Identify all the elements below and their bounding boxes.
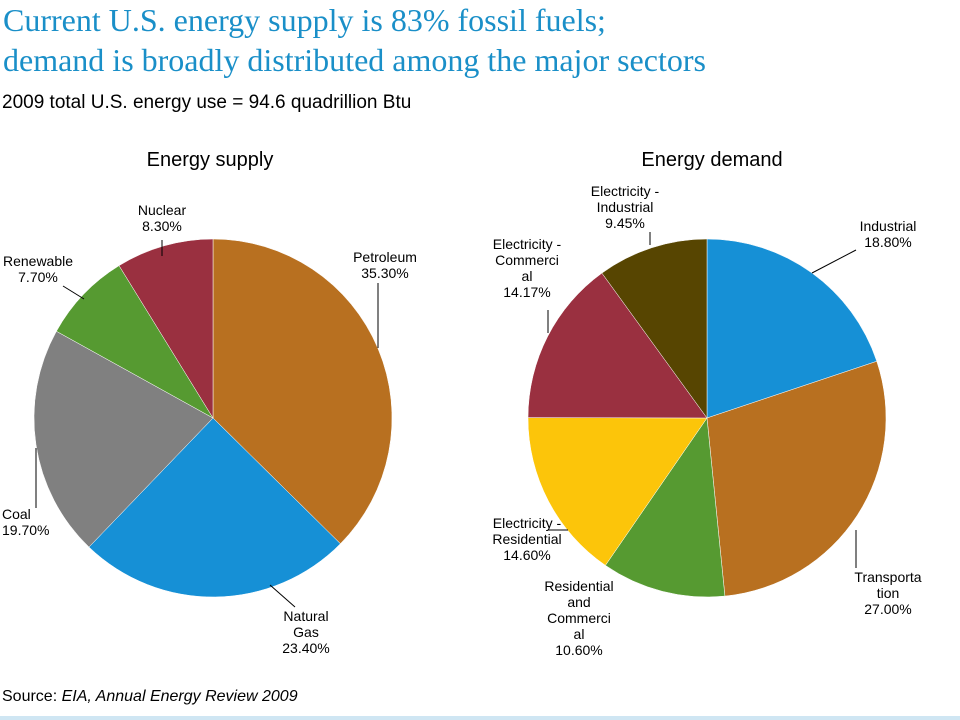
slice-label: Coal 19.70% [2, 506, 49, 538]
pie-title: Energy demand [641, 149, 782, 171]
pie-slice [118, 238, 214, 419]
footer-rule [0, 716, 960, 720]
slice-label: Transporta tion 27.00% [854, 569, 921, 617]
pie-slice [706, 360, 887, 597]
slice-label: Electricity -Commerci al 14.17% [493, 236, 562, 300]
leader-line [269, 584, 296, 608]
leader-line [62, 285, 85, 300]
source-prefix: Source: [2, 688, 62, 705]
page-title: Current U.S. energy supply is 83% fossil… [3, 0, 706, 80]
leader-line [811, 249, 857, 274]
slice-label: Natural Gas 23.40% [282, 608, 329, 656]
pie-slice [601, 238, 708, 419]
slice-label: Electricity -Industrial 9.45% [591, 183, 660, 231]
pie-slice [212, 238, 393, 545]
slice-label: Residential and Commerci al 10.60% [544, 578, 613, 658]
pie-slice [706, 238, 878, 419]
source-text: EIA, Annual Energy Review 2009 [61, 688, 298, 705]
slice-label: Industrial 18.80% [860, 218, 917, 250]
supply-pie: Energy supply Petroleum 35.30% Natural Gas 23… [2, 149, 417, 656]
title-line-1: Current U.S. energy supply is 83% fossil… [3, 2, 606, 38]
pie-slice [527, 417, 708, 566]
source-note: Source: EIA, Annual Energy Review 2009 [2, 688, 298, 706]
pie-slice [56, 265, 214, 419]
pie-slice [605, 417, 726, 598]
slice-label: Nuclear 8.30% [138, 202, 187, 234]
slice-label: Electricity -Residential 14.60% [492, 515, 561, 563]
pie-slice [88, 417, 341, 598]
slice-label: Renewable 7.70% [3, 253, 73, 285]
pie-slice [33, 330, 214, 548]
slice-label: Petroleum 35.30% [353, 249, 417, 281]
pie-slice [527, 272, 708, 419]
demand-pie: Energy demand Industrial 18.80% Transporta t… [492, 149, 921, 658]
subtitle: 2009 total U.S. energy use = 94.6 quadri… [2, 92, 412, 113]
title-line-2: demand is broadly distributed among the … [3, 42, 706, 78]
pie-title: Energy supply [147, 149, 274, 171]
